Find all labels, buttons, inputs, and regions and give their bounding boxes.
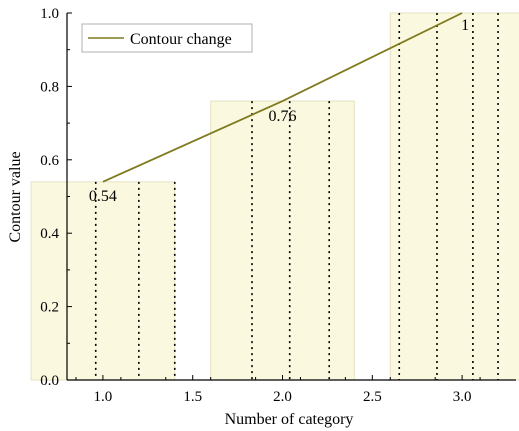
data-label-2: 0.76 xyxy=(269,108,297,125)
x-tick-label: 2.0 xyxy=(273,389,292,405)
y-tick-label: 0.4 xyxy=(40,226,59,242)
x-tick-label: 3.0 xyxy=(453,389,472,405)
legend: Contour change xyxy=(81,23,253,53)
data-labels: 0.54 0.76 1 xyxy=(89,17,469,205)
x-tick-label: 1.0 xyxy=(94,389,113,405)
bar-3 xyxy=(389,12,519,381)
y-tick-label: 0.8 xyxy=(40,79,59,95)
y-tick-label: 0.2 xyxy=(40,300,59,316)
x-axis-title: Number of category xyxy=(225,411,354,428)
y-tick-label: 0.6 xyxy=(40,153,59,169)
x-tick-label: 2.5 xyxy=(363,389,382,405)
y-tick-label: 1.0 xyxy=(40,6,59,22)
y-axis-title: Contour value xyxy=(7,151,24,242)
data-label-1: 0.54 xyxy=(89,188,117,205)
axes: 1.0 1.5 2.0 2.5 3.0 0.0 0.2 0.4 0.6 0.8 1.0 xyxy=(40,6,516,405)
legend-label: Contour change xyxy=(130,31,232,48)
y-tick-label: 0.0 xyxy=(40,373,59,389)
series-line xyxy=(102,12,463,183)
bar-dividers xyxy=(94,13,499,380)
bar-1 xyxy=(30,181,176,381)
data-label-3: 1 xyxy=(461,17,469,34)
x-tick-label: 1.5 xyxy=(183,389,202,405)
bar-2 xyxy=(210,100,355,381)
line-series xyxy=(102,12,463,183)
